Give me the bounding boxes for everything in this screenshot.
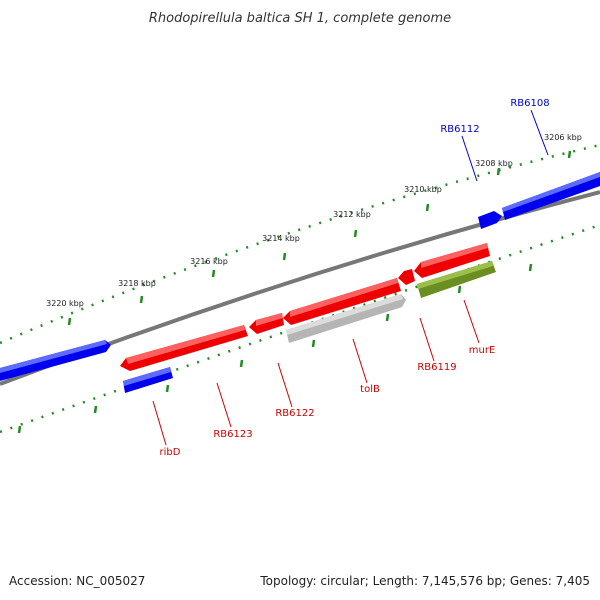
major-tick bbox=[567, 150, 572, 159]
accession-text: Accession: NC_005027 bbox=[9, 574, 146, 588]
scale-label: 3214 kbp bbox=[262, 234, 300, 243]
inner-tick-ring bbox=[0, 223, 600, 434]
gene-arrow-highlight bbox=[0, 340, 107, 373]
gene-label-mure: murE bbox=[469, 345, 496, 356]
major-ticks bbox=[17, 150, 572, 434]
scale-label: 3208 kbp bbox=[475, 159, 513, 168]
major-tick bbox=[528, 263, 533, 272]
major-tick bbox=[496, 167, 501, 176]
scale-label: 3210 kbp bbox=[404, 185, 442, 194]
gene-arrow-rb6112[interactable] bbox=[478, 211, 502, 229]
leader-line bbox=[152, 400, 167, 446]
leader-line bbox=[352, 338, 368, 384]
gene-label-rb6123: RB6123 bbox=[213, 429, 252, 440]
leader-lines bbox=[152, 109, 549, 446]
major-tick bbox=[425, 203, 430, 212]
gene-label-tolb: tolB bbox=[360, 384, 380, 395]
major-tick bbox=[165, 384, 170, 393]
scale-label: 3216 kbp bbox=[190, 257, 228, 266]
gene-label-rb6119: RB6119 bbox=[417, 362, 456, 373]
outer-tick-ring bbox=[0, 143, 600, 345]
gene-arrow-highlight bbox=[417, 261, 493, 289]
gene-arrow-highlight bbox=[421, 243, 488, 268]
major-tick bbox=[93, 405, 98, 414]
gene-arrow-highlight bbox=[502, 172, 600, 212]
leader-line bbox=[463, 299, 480, 344]
gene-arrow-small[interactable] bbox=[398, 269, 415, 285]
reverse-strand-genes bbox=[120, 243, 490, 371]
inner-lane-genes bbox=[123, 261, 496, 393]
gene-arrow-highlight bbox=[126, 325, 245, 364]
major-tick bbox=[239, 359, 244, 368]
gene-arrow-highlight bbox=[290, 278, 398, 317]
genome-stats-text: Topology: circular; Length: 7,145,576 bp… bbox=[260, 574, 590, 588]
map-title: Rhodopirellula baltica SH 1, complete ge… bbox=[149, 11, 451, 26]
gene-label-rb6108: RB6108 bbox=[510, 98, 549, 109]
leader-line bbox=[419, 317, 435, 362]
scale-label: 3212 kbp bbox=[333, 210, 371, 219]
gene-label-rb6122: RB6122 bbox=[275, 408, 314, 419]
gene-arrow-highlight bbox=[286, 294, 403, 335]
major-tick bbox=[282, 252, 287, 261]
scale-label: 3218 kbp bbox=[118, 279, 156, 288]
major-tick bbox=[353, 229, 358, 238]
major-tick bbox=[385, 313, 390, 322]
leader-line bbox=[277, 362, 293, 408]
major-tick bbox=[457, 285, 462, 294]
scale-label: 3220 kbp bbox=[46, 299, 84, 308]
forward-strand-genes bbox=[0, 172, 600, 381]
scale-label: 3206 kbp bbox=[544, 133, 582, 142]
major-tick bbox=[139, 295, 144, 304]
major-tick bbox=[17, 425, 22, 434]
gene-arrow-highlight bbox=[256, 313, 283, 326]
major-tick bbox=[311, 339, 316, 348]
major-tick bbox=[211, 269, 216, 278]
gene-label-rb6112: RB6112 bbox=[440, 124, 479, 135]
gene-label-ribd: ribD bbox=[160, 447, 181, 458]
major-tick bbox=[67, 317, 72, 326]
leader-line bbox=[530, 109, 549, 156]
gene-arrow-highlight bbox=[123, 367, 171, 386]
leader-line bbox=[461, 135, 478, 182]
leader-line bbox=[216, 382, 232, 428]
